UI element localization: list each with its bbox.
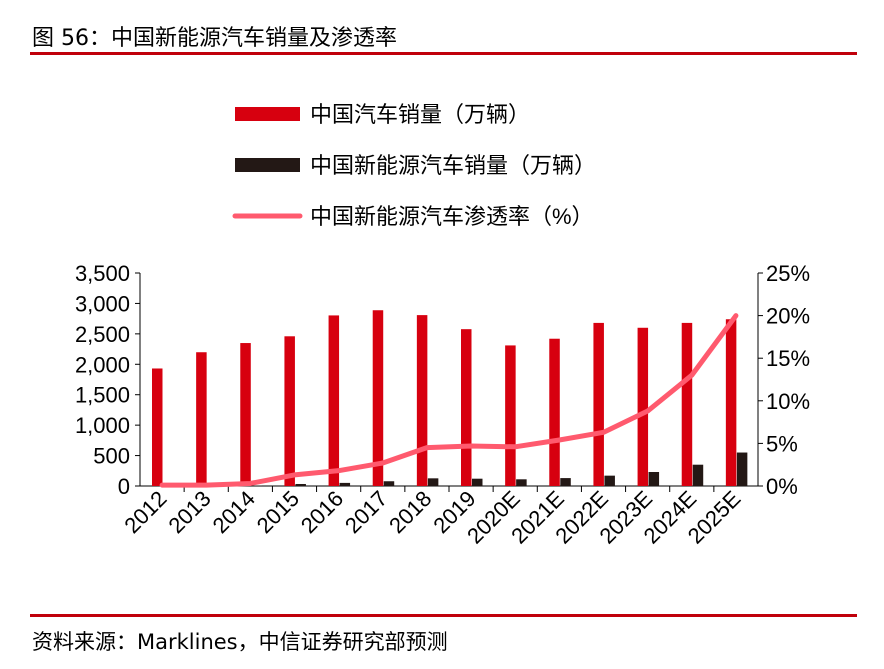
figure-title: 图 56：中国新能源汽车销量及渗透率 bbox=[32, 26, 397, 51]
nev-sales-bar bbox=[339, 482, 351, 486]
total-sales-bar bbox=[725, 319, 737, 486]
total-sales-bar bbox=[637, 327, 649, 486]
x-tick-label: 2013 bbox=[163, 486, 215, 538]
left-tick-label: 1,000 bbox=[75, 413, 130, 438]
nev-sales-bar bbox=[736, 452, 748, 486]
right-tick-label: 0% bbox=[766, 474, 798, 499]
total-sales-bar bbox=[549, 338, 560, 486]
x-tick-label: 2018 bbox=[384, 486, 436, 538]
x-tick-label: 2014 bbox=[208, 486, 260, 538]
right-tick-label: 25% bbox=[766, 261, 810, 286]
legend-swatch bbox=[235, 107, 300, 121]
total-sales-bar bbox=[152, 368, 163, 486]
x-tick-label: 2016 bbox=[296, 486, 348, 538]
x-tick-label: 2015 bbox=[252, 486, 304, 538]
legend-label: 中国新能源汽车销量（万辆） bbox=[310, 153, 596, 178]
footer-rule bbox=[30, 614, 857, 617]
left-tick-label: 2,500 bbox=[75, 322, 130, 347]
nev-sales-bar bbox=[472, 478, 483, 486]
right-tick-label: 10% bbox=[766, 389, 810, 414]
right-tick-label: 5% bbox=[766, 431, 798, 456]
total-sales-bar bbox=[461, 329, 472, 486]
nev-sales-bar bbox=[648, 472, 660, 486]
nev-sales-bar bbox=[604, 475, 615, 486]
nev-sales-bar bbox=[427, 478, 439, 486]
nev-sales-bar bbox=[383, 481, 395, 486]
x-tick-label: 2017 bbox=[340, 486, 392, 538]
total-sales-bar bbox=[240, 343, 251, 486]
left-tick-label: 500 bbox=[93, 444, 130, 469]
left-tick-label: 0 bbox=[118, 474, 130, 499]
total-sales-bar bbox=[681, 322, 693, 486]
total-sales-bar bbox=[196, 352, 207, 486]
left-tick-label: 3,500 bbox=[75, 261, 130, 286]
legend-label: 中国新能源汽车渗透率（%） bbox=[310, 204, 594, 229]
nev-sales-bar bbox=[560, 478, 571, 486]
left-tick-label: 2,000 bbox=[75, 352, 130, 377]
total-sales-bar bbox=[328, 315, 340, 486]
total-sales-bar bbox=[505, 345, 516, 486]
source-note: 资料来源：Marklines，中信证券研究部预测 bbox=[32, 630, 448, 654]
total-sales-bar bbox=[284, 336, 295, 486]
right-tick-label: 20% bbox=[766, 304, 810, 329]
legend-label: 中国汽车销量（万辆） bbox=[310, 102, 530, 127]
total-sales-bar bbox=[416, 315, 428, 486]
title-rule bbox=[30, 52, 857, 55]
total-sales-bar bbox=[593, 322, 604, 486]
total-sales-bar bbox=[372, 310, 384, 486]
nev-sales-bar bbox=[692, 464, 704, 486]
penetration-line bbox=[159, 313, 739, 488]
left-tick-label: 1,500 bbox=[75, 383, 130, 408]
nev-sales-bar bbox=[295, 483, 306, 486]
nev-sales-bar bbox=[516, 479, 527, 486]
legend-swatch bbox=[235, 158, 300, 172]
left-tick-label: 3,000 bbox=[75, 291, 130, 316]
right-tick-label: 15% bbox=[766, 346, 810, 371]
